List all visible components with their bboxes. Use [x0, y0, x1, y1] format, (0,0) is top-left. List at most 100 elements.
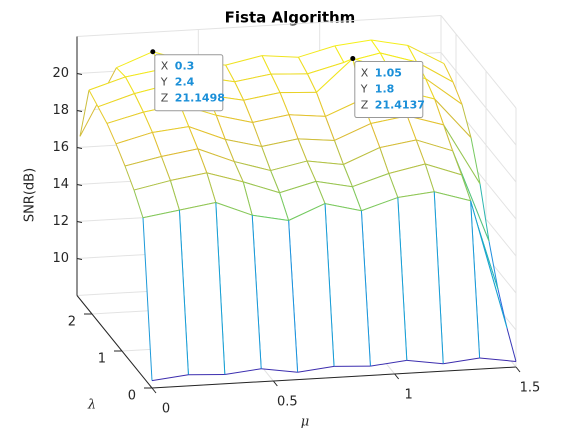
- mesh-face: [361, 197, 407, 367]
- mesh-edge: [351, 186, 362, 211]
- mesh-face: [98, 93, 144, 124]
- z-tick-label: 12: [52, 214, 69, 229]
- mesh-face: [434, 99, 480, 184]
- mesh-edge: [443, 63, 454, 83]
- mesh-face: [370, 115, 417, 148]
- mesh-edge: [407, 44, 445, 65]
- mesh-edge: [142, 111, 153, 133]
- mesh-edge: [279, 92, 290, 115]
- mesh-edge: [434, 98, 472, 138]
- z-tick: [76, 184, 83, 186]
- datatip-key: Y: [160, 76, 168, 89]
- mesh-edge: [443, 124, 454, 151]
- mesh-edge: [152, 126, 189, 133]
- mesh-edge: [270, 170, 281, 193]
- mesh-edge: [334, 45, 345, 63]
- mesh-edge: [288, 203, 326, 221]
- mesh-edge: [197, 148, 235, 163]
- mesh-face: [307, 161, 353, 187]
- y-tick-label: 1: [98, 352, 106, 367]
- mesh-edge: [106, 111, 144, 124]
- mesh-edge: [115, 143, 126, 167]
- grid-line: [440, 52, 517, 146]
- mesh-edge: [433, 191, 444, 364]
- mesh-face: [179, 104, 226, 140]
- mesh-edge: [225, 64, 236, 82]
- mesh-edge: [379, 139, 417, 149]
- mesh-edge: [324, 116, 335, 141]
- x-axis: [151, 366, 517, 389]
- mesh-face: [197, 148, 244, 182]
- mesh-edge: [215, 115, 226, 140]
- box-edge: [76, 15, 442, 37]
- mesh-edge: [88, 89, 99, 108]
- y-axis: [76, 295, 153, 389]
- mesh-edge: [270, 160, 308, 172]
- mesh-edge: [298, 45, 335, 58]
- mesh-edge: [243, 181, 280, 194]
- mesh-edge: [270, 73, 281, 93]
- z-tick: [76, 221, 83, 223]
- mesh-edge: [452, 81, 463, 105]
- mesh-edge: [116, 67, 126, 78]
- mesh-face: [234, 74, 280, 101]
- mesh-edge: [225, 55, 263, 66]
- mesh-face: [279, 181, 325, 221]
- mesh-edge: [197, 148, 208, 174]
- mesh-edge: [316, 58, 354, 93]
- mesh-edge: [425, 78, 436, 100]
- y-tick-label: 0: [128, 389, 136, 404]
- mesh-edge: [233, 161, 244, 183]
- mesh-edge: [461, 174, 472, 201]
- mesh-edge: [279, 192, 290, 221]
- mesh-edge: [342, 164, 353, 187]
- mesh-edge: [133, 93, 144, 113]
- datatip-value: 0.3: [175, 60, 195, 73]
- mesh-face: [371, 40, 417, 62]
- mesh-edge: [261, 55, 299, 58]
- mesh-face: [325, 203, 371, 367]
- mesh-edge: [324, 203, 362, 212]
- mesh-edge: [470, 200, 481, 359]
- mesh-edge: [225, 138, 262, 147]
- mesh-edge: [261, 138, 299, 147]
- datatip-key: X: [161, 60, 169, 73]
- mesh-edge: [352, 173, 389, 188]
- datatip-value: 1.05: [375, 67, 402, 80]
- mesh-edge: [243, 92, 281, 101]
- mesh-edge: [215, 202, 253, 216]
- x-tick-label: 1: [405, 388, 413, 403]
- mesh-face: [298, 45, 344, 74]
- mesh-edge: [288, 220, 299, 373]
- mesh-face: [234, 161, 280, 193]
- mesh-edge: [443, 357, 480, 365]
- mesh-face: [89, 76, 135, 107]
- mesh-edge: [343, 147, 381, 165]
- mesh-face: [225, 55, 271, 82]
- mesh-edge: [243, 100, 254, 123]
- mesh-edge: [142, 209, 180, 219]
- mesh-edge: [297, 138, 335, 141]
- z-tick: [76, 147, 83, 149]
- z-tick-label: 16: [52, 140, 69, 155]
- mesh-edge: [333, 140, 344, 165]
- datatip-key: X: [361, 67, 369, 80]
- y-tick-label: 2: [68, 315, 76, 330]
- mesh-edge: [307, 62, 344, 75]
- mesh-edge: [470, 137, 481, 184]
- mesh-face: [280, 92, 326, 117]
- mesh-edge: [216, 114, 253, 123]
- mesh-edge: [324, 203, 335, 367]
- mesh-face: [252, 215, 298, 373]
- mesh-face: [179, 202, 225, 375]
- mesh-edge: [106, 123, 117, 145]
- mesh-edge: [151, 374, 189, 382]
- mesh-edge: [434, 191, 471, 202]
- mesh-face: [289, 114, 335, 141]
- mesh-edge: [334, 39, 372, 47]
- mesh-edge: [142, 217, 153, 381]
- mesh-edge: [160, 156, 171, 181]
- mesh-edge: [261, 55, 272, 75]
- mesh-edge: [406, 359, 444, 365]
